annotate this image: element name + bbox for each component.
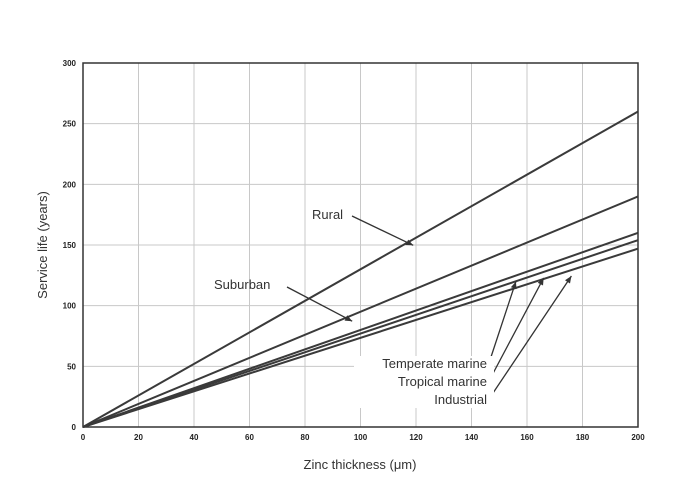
- y-tick-label: 250: [63, 120, 77, 129]
- series-label-industrial: Industrial: [434, 392, 487, 407]
- y-tick-label: 100: [63, 302, 77, 311]
- callout-arrow-tropical-marine: [488, 277, 545, 382]
- series-line-rural: [82, 110, 639, 428]
- series-line-tropical-marine: [82, 239, 639, 428]
- series-labels: Rural Suburban Temperate marine Tropical ma…: [214, 207, 494, 408]
- series-label-rural: Rural: [312, 207, 343, 222]
- y-axis-label: Service life (years): [35, 191, 50, 299]
- callout-arrow-rural: [351, 215, 414, 246]
- series-label-temperate-marine: Temperate marine: [382, 356, 487, 371]
- callout-arrow-temperate-marine: [488, 281, 517, 364]
- arrowhead: [405, 239, 414, 246]
- y-tick-label: 200: [63, 180, 77, 189]
- x-tick-label: 200: [631, 433, 645, 442]
- grid: [83, 63, 638, 427]
- x-tick-label: 140: [465, 433, 479, 442]
- x-tick-label: 100: [354, 433, 368, 442]
- y-tick-label: 50: [67, 362, 76, 371]
- callout-arrows: [286, 215, 572, 400]
- plot-frame: [82, 62, 639, 428]
- arrowhead: [510, 281, 517, 290]
- callout-arrow-suburban: [286, 286, 353, 322]
- arrowhead: [537, 277, 544, 286]
- x-tick-label: 180: [576, 433, 590, 442]
- x-tick-label: 20: [134, 433, 143, 442]
- y-tick-label: 300: [63, 59, 77, 68]
- series-label-tropical-marine: Tropical marine: [398, 374, 487, 389]
- x-tick-label: 0: [81, 433, 86, 442]
- x-tick-label: 60: [245, 433, 254, 442]
- series-line-industrial: [82, 247, 639, 428]
- label-backdrop: [354, 356, 494, 408]
- tick-labels: 0 20 40 60 80 100 120 140 160 180 200 0 50 100 150 200 2…: [63, 59, 646, 442]
- x-tick-label: 40: [190, 433, 199, 442]
- series-label-suburban: Suburban: [214, 277, 270, 292]
- series-line-temperate-marine: [82, 231, 639, 428]
- arrowhead: [565, 276, 572, 284]
- series-line-suburban: [82, 195, 639, 428]
- callout-arrow-industrial: [488, 275, 572, 400]
- arrowhead: [344, 315, 353, 322]
- series-lines: [82, 110, 639, 428]
- y-tick-label: 0: [72, 423, 77, 432]
- x-tick-label: 160: [520, 433, 534, 442]
- x-tick-label: 120: [409, 433, 423, 442]
- y-tick-label: 150: [63, 241, 77, 250]
- x-tick-label: 80: [301, 433, 310, 442]
- x-axis-label: Zinc thickness (μm): [304, 457, 417, 472]
